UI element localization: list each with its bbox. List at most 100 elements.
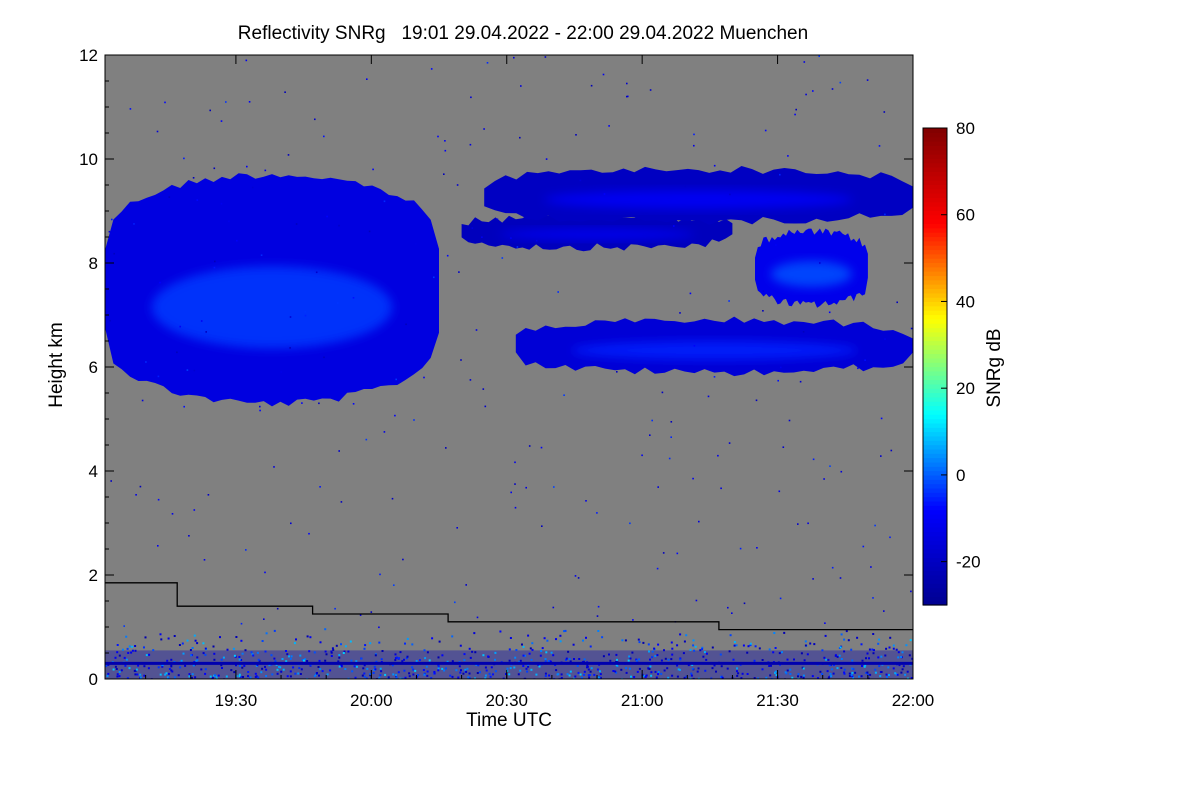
noise-speck — [248, 101, 251, 103]
surface-speck — [398, 657, 400, 660]
surface-speck — [115, 668, 118, 670]
surface-speck — [543, 637, 546, 640]
surface-speck — [789, 673, 792, 675]
surface-speck — [342, 652, 345, 654]
surface-speck — [563, 630, 566, 633]
surface-speck — [474, 651, 477, 654]
surface-speck — [877, 642, 880, 645]
surface-speck — [380, 658, 383, 661]
surface-speck — [181, 642, 184, 645]
noise-speck — [157, 375, 160, 378]
surface-speck — [403, 669, 406, 672]
surface-speck — [159, 633, 162, 636]
noise-speck — [698, 520, 700, 523]
surface-speck — [233, 654, 236, 657]
surface-speck — [438, 640, 441, 643]
noise-speck — [444, 140, 446, 142]
surface-speck — [599, 676, 602, 679]
surface-speck — [387, 676, 390, 679]
surface-speck — [351, 670, 354, 673]
surface-speck — [746, 651, 749, 654]
surface-speck — [194, 676, 197, 679]
surface-speck — [546, 639, 549, 642]
noise-speck — [684, 185, 687, 188]
surface-speck — [889, 636, 892, 639]
surface-speck — [650, 671, 653, 674]
surface-speck — [904, 673, 907, 676]
surface-speck — [369, 642, 372, 645]
surface-speck — [848, 672, 851, 675]
surface-speck — [791, 676, 794, 679]
y-tick-label: 10 — [79, 150, 98, 169]
surface-speck — [330, 655, 333, 657]
surface-speck — [804, 644, 807, 647]
colorbar-segment — [923, 522, 947, 528]
surface-speck — [127, 652, 130, 654]
surface-speck — [555, 669, 558, 672]
surface-speck — [679, 633, 682, 636]
noise-speck — [649, 89, 652, 91]
surface-speck — [306, 635, 309, 638]
surface-speck — [404, 642, 406, 645]
noise-speck — [717, 454, 719, 457]
surface-speck — [443, 669, 446, 672]
colorbar-segment — [923, 362, 947, 368]
surface-speck — [538, 665, 541, 668]
surface-speck — [363, 672, 366, 675]
surface-speck — [569, 660, 572, 663]
noise-speck — [883, 111, 886, 113]
surface-speck — [479, 671, 481, 674]
surface-speck — [240, 639, 243, 642]
surface-speck — [786, 658, 789, 661]
surface-speck — [872, 652, 875, 655]
noise-speck — [273, 466, 275, 468]
colorbar-segment — [923, 349, 947, 355]
surface-speck — [692, 644, 695, 647]
surface-speck — [415, 660, 418, 663]
noise-speck — [795, 108, 797, 111]
surface-speck — [293, 642, 296, 645]
surface-speck — [157, 666, 160, 669]
noise-speck — [812, 458, 815, 461]
noise-speck — [183, 157, 185, 160]
surface-speck — [587, 674, 590, 677]
colorbar-segment — [923, 431, 947, 437]
surface-speck — [372, 672, 375, 674]
surface-speck — [118, 654, 121, 657]
surface-speck — [120, 669, 123, 672]
surface-speck — [240, 659, 243, 661]
surface-speck — [136, 673, 139, 676]
surface-speck — [850, 648, 853, 651]
surface-speck — [137, 664, 140, 667]
surface-speck — [255, 675, 258, 678]
surface-speck — [629, 667, 631, 670]
noise-speck — [365, 438, 368, 441]
surface-speck — [462, 672, 465, 675]
noise-speck — [338, 224, 340, 227]
surface-speck — [765, 676, 768, 679]
surface-speck — [736, 667, 738, 670]
noise-speck — [779, 173, 781, 176]
noise-speck — [729, 193, 731, 196]
surface-speck — [211, 676, 214, 679]
surface-speck — [235, 675, 238, 678]
surface-speck — [485, 669, 488, 672]
noise-speck — [514, 506, 517, 509]
surface-speck — [602, 655, 605, 658]
surface-speck — [363, 647, 366, 650]
x-tick-label: 22:00 — [892, 691, 935, 710]
colorbar-segment — [923, 375, 947, 381]
colorbar-segment — [923, 232, 947, 238]
colorbar-tick-label: 60 — [956, 206, 975, 225]
chart-title: Reflectivity SNRg 19:01 29.04.2022 - 22:… — [238, 23, 808, 44]
surface-speck — [878, 665, 881, 668]
surface-speck — [194, 639, 197, 642]
noise-speck — [819, 262, 821, 264]
noise-speck — [799, 380, 802, 383]
surface-speck — [363, 664, 366, 667]
noise-speck — [778, 490, 781, 493]
noise-speck — [220, 202, 223, 205]
surface-speck — [577, 671, 580, 674]
surface-speck — [303, 659, 305, 662]
noise-speck — [880, 417, 883, 420]
